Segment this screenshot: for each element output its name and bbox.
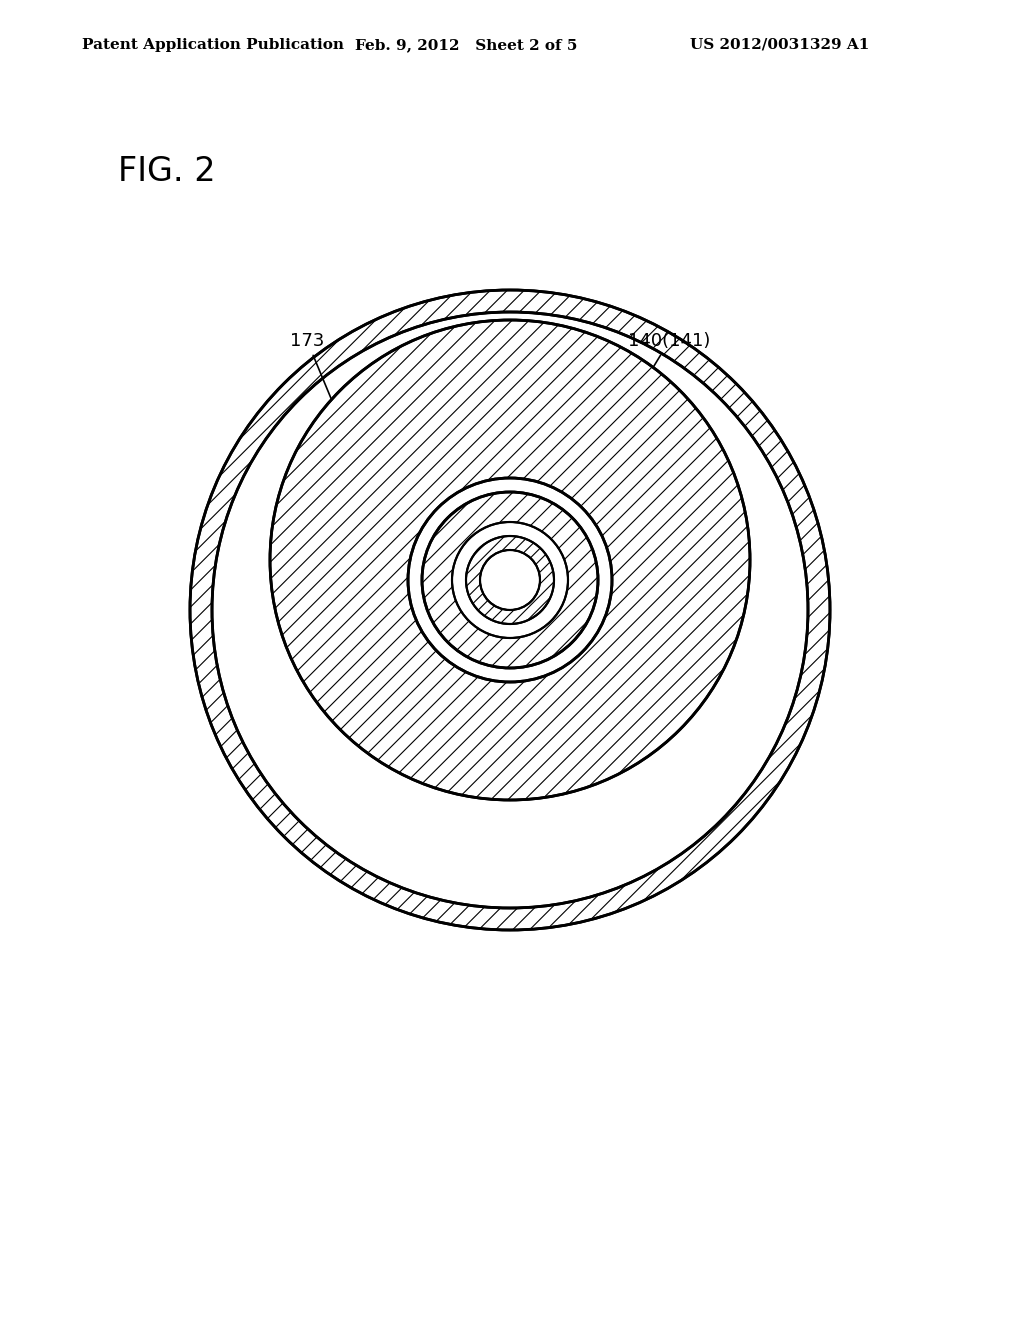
Circle shape bbox=[452, 521, 568, 638]
Text: 170: 170 bbox=[450, 333, 484, 453]
Text: 140(141): 140(141) bbox=[616, 333, 711, 428]
Circle shape bbox=[466, 536, 554, 624]
Circle shape bbox=[408, 478, 612, 682]
Circle shape bbox=[212, 312, 808, 908]
Circle shape bbox=[190, 290, 830, 931]
Circle shape bbox=[422, 492, 598, 668]
Text: 173: 173 bbox=[290, 333, 339, 417]
Circle shape bbox=[270, 319, 750, 800]
Circle shape bbox=[480, 550, 540, 610]
Text: Feb. 9, 2012   Sheet 2 of 5: Feb. 9, 2012 Sheet 2 of 5 bbox=[355, 38, 578, 51]
Text: FIG. 2: FIG. 2 bbox=[118, 154, 216, 187]
Text: US 2012/0031329 A1: US 2012/0031329 A1 bbox=[690, 38, 869, 51]
Text: Patent Application Publication: Patent Application Publication bbox=[82, 38, 344, 51]
